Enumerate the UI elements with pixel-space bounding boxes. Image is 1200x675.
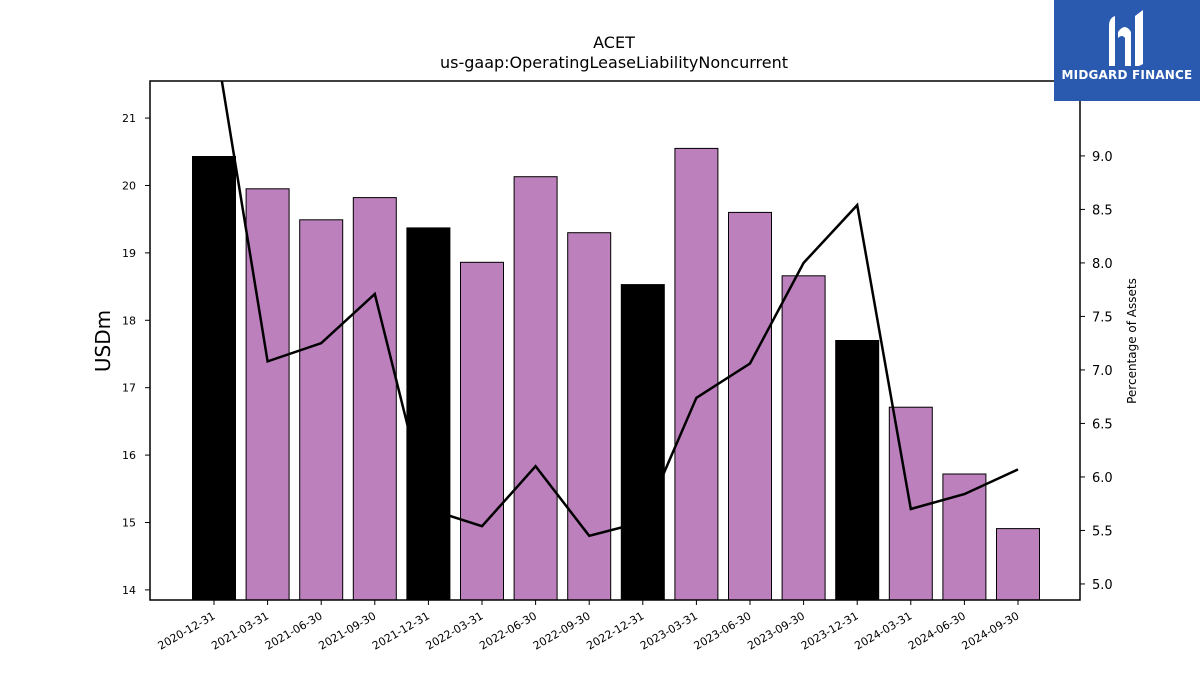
y-tick-label: 21: [122, 112, 136, 125]
logo-text: MIDGARD FINANCE: [1061, 68, 1193, 82]
y2-tick-label: 9.0: [1092, 150, 1113, 165]
right-axis: 5.0 5.5 6.0 6.5 7.0 7.5 8.0 8.5 9.0: [1080, 150, 1113, 593]
x-tick-label: 2023-12-31: [799, 609, 861, 652]
x-tick-label: 2022-12-31: [584, 609, 646, 652]
x-tick-label: 2021-06-30: [263, 609, 325, 652]
y2-tick-label: 7.0: [1092, 364, 1113, 379]
brand-logo: MIDGARD FINANCE: [1054, 0, 1200, 101]
bar-2022-03-31: [460, 261, 504, 601]
y2-tick-label: 6.5: [1092, 417, 1113, 432]
y2-tick-label: 5.0: [1092, 578, 1113, 593]
x-tick-label: 2022-06-30: [477, 609, 539, 652]
bars-group: [192, 147, 1040, 601]
y2-tick-label: 5.5: [1092, 524, 1113, 539]
plot-frame: [149, 80, 1081, 601]
y-tick-label: 15: [122, 516, 136, 529]
bar-2024-09-30: [996, 528, 1040, 601]
y2-tick-label: 7.5: [1092, 310, 1113, 325]
line-group: [220, 81, 1019, 538]
bar-2021-12-31: [406, 227, 451, 601]
chart-subtitle: us-gaap:OperatingLeaseLiabilityNoncurren…: [440, 53, 788, 72]
x-tick-label: 2023-06-30: [692, 609, 754, 652]
bar-2022-09-30: [567, 232, 612, 601]
x-tick-label: 2023-09-30: [745, 609, 807, 652]
y-tick-label: 19: [122, 247, 136, 260]
x-tick-label: 2021-12-31: [370, 609, 432, 652]
chart-title: ACET: [593, 33, 635, 52]
bar-2023-03-31: [674, 147, 719, 601]
x-tick-label: 2023-03-31: [638, 609, 700, 652]
y-axis-label: USDm: [91, 310, 115, 372]
y-tick-label: 18: [122, 314, 136, 327]
left-axis: 14 15 16 17 18 19 20 21: [122, 112, 150, 597]
y-tick-label: 17: [122, 382, 136, 395]
y-tick-label: 16: [122, 449, 136, 462]
y-tick-label: 20: [122, 179, 136, 192]
x-tick-label: 2022-03-31: [424, 609, 486, 652]
bar-2022-12-31: [620, 284, 665, 601]
bar-2022-06-30: [513, 176, 558, 601]
y2-tick-label: 6.0: [1092, 471, 1113, 486]
percentage-line: [220, 81, 1019, 538]
x-tick-label: 2024-03-31: [852, 609, 914, 652]
logo-mark-icon: [1109, 10, 1143, 66]
bar-2023-06-30: [728, 211, 772, 601]
bar-2023-09-30: [781, 275, 826, 601]
y2-tick-label: 8.5: [1092, 203, 1113, 218]
x-tick-label: 2021-09-30: [316, 609, 378, 652]
x-axis: 2020-12-312021-03-312021-06-302021-09-30…: [156, 600, 1022, 653]
x-tick-label: 2021-03-31: [209, 609, 271, 652]
x-tick-label: 2020-12-31: [156, 609, 218, 652]
y-tick-label: 14: [122, 584, 136, 597]
bar-2023-12-31: [835, 340, 880, 601]
x-tick-label: 2024-09-30: [960, 609, 1022, 652]
y2-axis-label: Percentage of Assets: [1125, 278, 1139, 404]
bar-2021-03-31: [245, 188, 290, 601]
x-tick-label: 2022-09-30: [531, 609, 593, 652]
bar-2020-12-31: [192, 156, 236, 601]
x-tick-label: 2024-06-30: [906, 609, 968, 652]
bar-2021-06-30: [299, 219, 344, 601]
bar-2021-09-30: [352, 197, 397, 601]
y2-tick-label: 8.0: [1092, 257, 1113, 272]
